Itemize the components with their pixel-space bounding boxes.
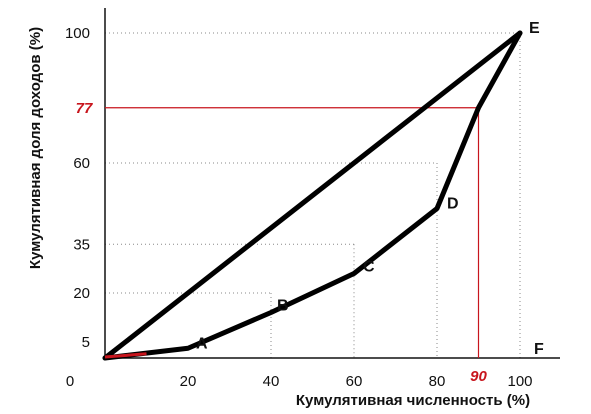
point-label-b: B bbox=[277, 298, 289, 315]
point-label-f: F bbox=[534, 341, 544, 358]
highlight-y-label: 77 bbox=[76, 100, 93, 117]
x-axis-title: Кумулятивная численность (%) bbox=[296, 392, 530, 409]
guide-lines bbox=[105, 32, 521, 358]
y-tick-label-20: 20 bbox=[73, 285, 90, 302]
origin-accent-segment bbox=[104, 352, 147, 359]
origin-label: 0 bbox=[66, 373, 74, 390]
x-tick-label-60: 60 bbox=[346, 373, 363, 390]
y-tick-label-60: 60 bbox=[73, 155, 90, 172]
x-tick-label-80: 80 bbox=[429, 373, 446, 390]
equality-line bbox=[102, 30, 523, 361]
y-tick-label-35: 35 bbox=[73, 236, 90, 253]
labels: 20 40 60 80 100 5 20 35 60 100 A B C D E F bbox=[65, 20, 544, 390]
highlight-x-label: 90 bbox=[470, 368, 487, 385]
point-label-a: A bbox=[196, 335, 208, 352]
lorenz-curve bbox=[102, 30, 523, 361]
y-axis-title: Кумулятивная доля доходов (%) bbox=[27, 27, 44, 269]
axes bbox=[104, 8, 560, 359]
x-tick-label-20: 20 bbox=[180, 373, 197, 390]
point-label-e: E bbox=[529, 20, 540, 37]
series-lines bbox=[102, 30, 523, 361]
y-tick-label-5: 5 bbox=[82, 334, 90, 351]
y-tick-label-100: 100 bbox=[65, 25, 90, 42]
point-label-c: C bbox=[363, 259, 375, 276]
x-tick-label-40: 40 bbox=[263, 373, 280, 390]
point-label-d: D bbox=[447, 196, 459, 213]
x-tick-label-100: 100 bbox=[507, 373, 532, 390]
highlight-guides bbox=[105, 107, 480, 358]
